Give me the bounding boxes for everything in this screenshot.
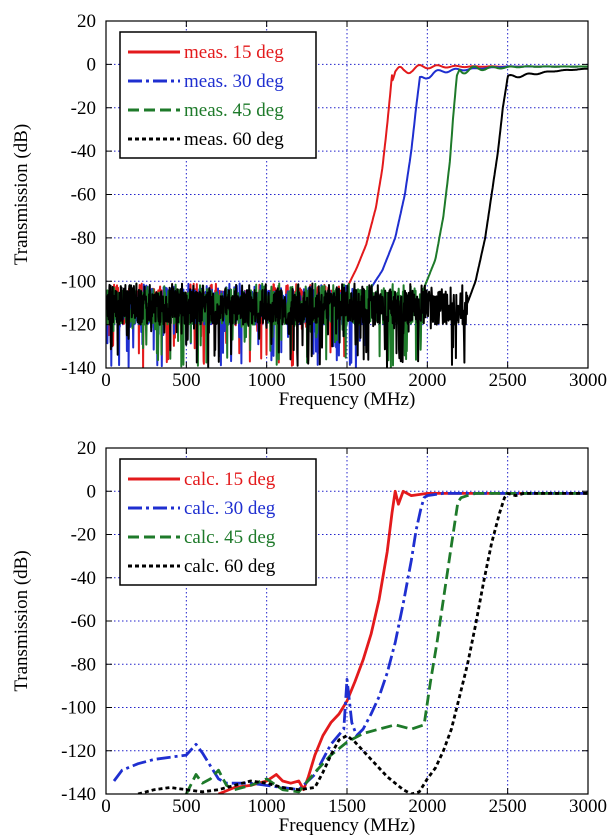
y-tick-label: 20 bbox=[77, 438, 96, 459]
legend-label: calc. 15 deg bbox=[184, 469, 276, 490]
series-line-4 bbox=[106, 67, 588, 368]
series-line-2 bbox=[112, 492, 588, 792]
x-axis-label: Frequency (MHz) bbox=[279, 389, 416, 410]
x-tick-label: 1000 bbox=[248, 796, 286, 817]
y-tick-label: 20 bbox=[77, 11, 96, 32]
y-tick-label: -140 bbox=[61, 358, 96, 379]
legend-label: meas. 30 deg bbox=[184, 71, 284, 92]
y-tick-label: -80 bbox=[71, 228, 96, 249]
legend-label: calc. 45 deg bbox=[184, 527, 276, 548]
x-tick-label: 3000 bbox=[569, 370, 607, 391]
x-tick-label: 3000 bbox=[569, 796, 607, 817]
y-tick-label: -20 bbox=[71, 525, 96, 546]
y-tick-label: -60 bbox=[71, 611, 96, 632]
chart-2: 0 500 1000 1500 2000 2500 3000 20 0 -20 -40 -60 -80 -… bbox=[11, 438, 607, 836]
x-tick-label: 1000 bbox=[248, 370, 286, 391]
y-tick-label: -120 bbox=[61, 315, 96, 336]
legend: calc. 15 deg calc. 30 deg calc. 45 deg calc… bbox=[119, 458, 317, 586]
x-tick-label: 500 bbox=[172, 796, 201, 817]
y-tick-label: -20 bbox=[71, 98, 96, 119]
y-tick-label: 0 bbox=[87, 54, 97, 75]
y-tick-label: -40 bbox=[71, 568, 96, 589]
legend-label: meas. 15 deg bbox=[184, 42, 284, 63]
y-tick-label: -100 bbox=[61, 271, 96, 292]
x-tick-label: 500 bbox=[172, 370, 201, 391]
y-tick-label: -80 bbox=[71, 654, 96, 675]
x-tick-label: 0 bbox=[101, 796, 111, 817]
x-tick-label: 2000 bbox=[408, 796, 446, 817]
series-line-4 bbox=[137, 492, 588, 794]
y-tick-label: -140 bbox=[61, 784, 96, 805]
series-line-1 bbox=[217, 489, 588, 794]
legend-label: calc. 30 deg bbox=[184, 498, 276, 519]
x-tick-label: 0 bbox=[101, 370, 111, 391]
legend-label: meas. 45 deg bbox=[184, 100, 284, 121]
legend: meas. 15 deg meas. 30 deg meas. 45 deg meas… bbox=[119, 31, 317, 159]
series-line-3 bbox=[185, 492, 588, 794]
y-tick-label: -60 bbox=[71, 185, 96, 206]
legend-label: calc. 60 deg bbox=[184, 556, 276, 577]
y-tick-label: -100 bbox=[61, 698, 96, 719]
y-axis-label: Transmission (dB) bbox=[11, 124, 32, 265]
y-tick-label: -40 bbox=[71, 141, 96, 162]
y-tick-label: -120 bbox=[61, 741, 96, 762]
x-tick-label: 2000 bbox=[408, 370, 446, 391]
x-tick-label: 2500 bbox=[489, 796, 527, 817]
chart-1: 0 500 1000 1500 2000 2500 3000 20 0 -20 -40 -60 -80 -… bbox=[11, 11, 607, 410]
x-axis-label: Frequency (MHz) bbox=[279, 815, 416, 836]
legend-label: meas. 60 deg bbox=[184, 129, 284, 150]
x-tick-label: 1500 bbox=[328, 370, 366, 391]
x-tick-label: 2500 bbox=[489, 370, 527, 391]
x-tick-label: 1500 bbox=[328, 796, 366, 817]
y-axis-label: Transmission (dB) bbox=[11, 550, 32, 691]
y-tick-label: 0 bbox=[87, 481, 97, 502]
